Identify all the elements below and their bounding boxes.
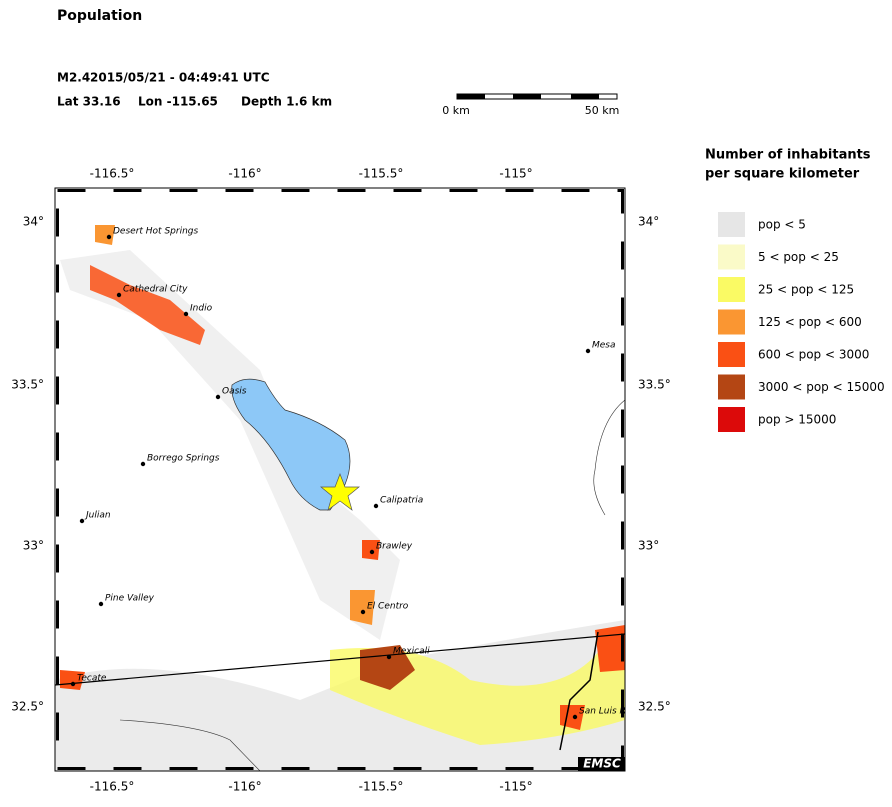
city-label: Indio	[190, 304, 213, 314]
city-dot	[116, 292, 122, 298]
lon-label: -115.5°	[359, 167, 404, 181]
depth: Depth 1.6 km	[241, 95, 332, 109]
legend-swatch	[718, 407, 745, 432]
lat-label: 34°	[23, 215, 44, 229]
lon-label: -115°	[499, 167, 532, 181]
legend-label: 25 < pop < 125	[758, 283, 854, 297]
city-label: Julian	[84, 511, 111, 521]
city-dot	[386, 654, 392, 660]
legend-label: pop > 15000	[758, 413, 836, 427]
credit: EMSC	[583, 757, 621, 771]
city-dot	[106, 234, 112, 240]
city-dot	[215, 394, 221, 400]
lat-label: 32.5°	[638, 700, 671, 714]
lon-label: -115°	[499, 780, 532, 794]
lat-label: 33°	[23, 539, 44, 553]
datetime: 2015/05/21 - 04:49:41 UTC	[90, 71, 270, 85]
legend-title: per square kilometer	[705, 167, 860, 182]
city-dot	[572, 714, 578, 720]
city-dot	[70, 681, 76, 687]
city-dot	[98, 601, 104, 607]
city-dot	[585, 348, 591, 354]
city-label: Borrego Springs	[147, 454, 220, 464]
city-label: Cathedral City	[123, 285, 188, 295]
lon-label: -116.5°	[90, 167, 135, 181]
scale-end: 50 km	[585, 104, 620, 117]
legend-label: 125 < pop < 600	[758, 315, 862, 329]
lon-label: -116°	[228, 167, 261, 181]
legend-label: 5 < pop < 25	[758, 250, 839, 264]
scale-bar	[456, 93, 618, 100]
legend-swatch	[718, 277, 745, 302]
lat-label: 32.5°	[11, 700, 44, 714]
city-label: Pine Valley	[105, 594, 155, 604]
city-label: Mesa	[592, 341, 616, 351]
city-label: Oasis	[222, 387, 247, 397]
title: Population	[57, 8, 142, 24]
lat-label: 33.5°	[11, 378, 44, 392]
legend-swatch	[718, 244, 745, 270]
lon-label: -115.5°	[359, 780, 404, 794]
map	[54, 187, 626, 772]
legend-label: 3000 < pop < 15000	[758, 380, 885, 394]
city-label: Mexicali	[393, 647, 430, 657]
scale-start: 0 km	[442, 104, 470, 117]
city-dot	[183, 311, 189, 317]
magnitude: M2.4	[57, 71, 90, 85]
lat-label: 33.5°	[638, 378, 671, 392]
legend-title: Number of inhabitants	[705, 148, 871, 163]
legend-label: 600 < pop < 3000	[758, 348, 869, 362]
lon-label: -116°	[228, 780, 261, 794]
legend-swatch	[718, 374, 745, 400]
legend-label: pop < 5	[758, 218, 806, 232]
city-label: Brawley	[376, 542, 413, 552]
city-dot	[373, 503, 379, 509]
legend-swatch	[718, 309, 745, 335]
city-dot	[140, 461, 146, 467]
city-dot	[79, 518, 85, 524]
city-label: El Centro	[367, 602, 409, 612]
city-label: San Luis R	[579, 707, 626, 717]
lon-label: -116.5°	[90, 780, 135, 794]
city-label: Desert Hot Springs	[113, 227, 198, 237]
lon: Lon -115.65	[138, 95, 218, 109]
lat-label: 34°	[638, 215, 659, 229]
city-label: Calipatria	[380, 496, 423, 506]
city-dot	[369, 549, 375, 555]
city-dot	[360, 609, 366, 615]
lat: Lat 33.16	[57, 95, 121, 109]
city-label: Tecate	[77, 674, 107, 684]
lat-label: 33°	[638, 539, 659, 553]
legend-swatch	[718, 212, 745, 237]
legend-swatch	[718, 342, 745, 367]
